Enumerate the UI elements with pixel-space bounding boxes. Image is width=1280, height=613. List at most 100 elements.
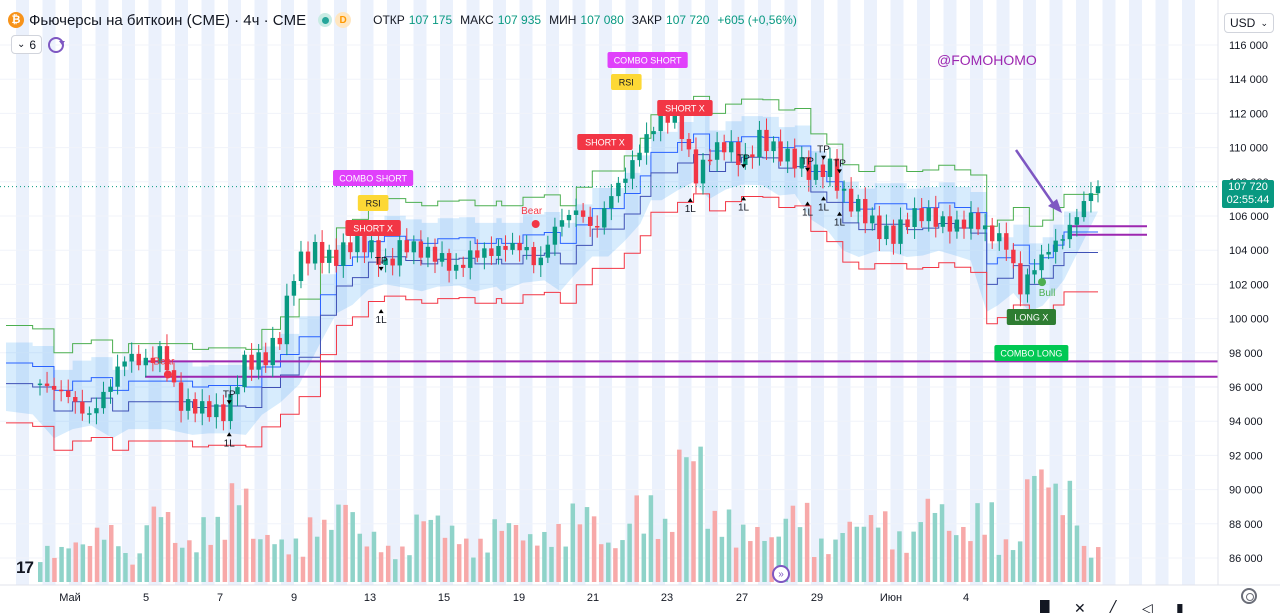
candle-down	[750, 154, 755, 158]
volume-bar	[421, 521, 426, 582]
volume-bar	[194, 552, 199, 582]
candle-down	[961, 219, 967, 229]
volume-bar	[45, 545, 50, 582]
candle-up	[298, 251, 304, 282]
candle-down	[475, 250, 480, 258]
candle-down	[820, 164, 826, 178]
volume-bar	[648, 495, 654, 582]
take-profit-label: TP	[833, 158, 846, 169]
change-value: +605 (+0,56%)	[717, 13, 797, 27]
time-axis-label: 4	[963, 592, 969, 604]
candle-down	[44, 383, 50, 386]
indicators-toggle-button[interactable]: ⌄ 6	[11, 35, 43, 54]
time-axis-label: 19	[513, 592, 525, 604]
currency-select[interactable]: USD ⌄	[1224, 13, 1274, 33]
price-axis-label: 112 000	[1229, 108, 1268, 120]
candle-up	[291, 281, 297, 296]
toolbar-icon[interactable]: ▮	[1176, 600, 1184, 613]
price-axis-label: 96 000	[1229, 382, 1263, 394]
candle-up	[912, 208, 917, 228]
volume-bar	[854, 526, 860, 582]
open-value: 107 175	[408, 13, 453, 27]
volume-bar	[464, 538, 469, 582]
candle-up	[714, 142, 720, 160]
volume-bar	[847, 521, 852, 582]
candle-down	[595, 225, 600, 228]
take-profit-label: TP	[737, 153, 750, 164]
volume-bar	[73, 542, 79, 582]
volume-bar	[378, 552, 384, 582]
price-axis-label: 86 000	[1229, 553, 1263, 565]
candle-up	[397, 240, 402, 266]
toolbar-icon[interactable]: ◁	[1142, 600, 1153, 613]
candle-down	[192, 399, 198, 414]
candle-down	[517, 242, 522, 251]
volume-bar	[1017, 541, 1023, 582]
volume-bar	[59, 546, 64, 582]
session-stripe	[360, 0, 374, 585]
candle-up	[228, 394, 233, 422]
candle-up	[157, 346, 163, 363]
volume-bar	[684, 457, 689, 582]
time-axis-label: 13	[364, 592, 376, 604]
candle-down	[136, 353, 141, 366]
toolbar-icon[interactable]: ▉	[1040, 600, 1051, 613]
candle-down	[736, 142, 741, 166]
volume-bar	[336, 504, 341, 582]
candle-down	[834, 158, 840, 191]
volume-bar	[925, 498, 931, 582]
candle-up	[87, 413, 92, 415]
price-axis[interactable]: 86 000 88 000 90 000 92 000 94 000 96 000 98 0…	[1217, 0, 1269, 585]
volume-bar	[769, 537, 774, 582]
candle-up	[94, 408, 99, 414]
volume-bar	[755, 526, 760, 582]
candlestick-series	[37, 102, 1101, 431]
candle-down	[51, 385, 57, 390]
candle-up	[672, 113, 677, 123]
session-stripe	[387, 0, 400, 585]
time-axis[interactable]: Май 5 7 9 13 15 19 21 23 27 29 Июн 4	[0, 584, 1280, 604]
candle-down	[73, 397, 78, 402]
gear-icon[interactable]	[1241, 588, 1257, 604]
volume-bar	[1096, 547, 1101, 582]
candle-up	[1046, 251, 1051, 255]
volume-bar	[790, 505, 796, 582]
candle-down	[580, 210, 586, 217]
volume-bar	[698, 446, 703, 582]
toolbar-icon[interactable]: ╱	[1108, 600, 1117, 613]
candle-down	[418, 241, 424, 258]
volume-bar	[740, 524, 746, 582]
candle-down	[933, 207, 938, 227]
volume-bar	[890, 549, 895, 582]
session-stripe	[175, 0, 188, 585]
volume-bar	[677, 449, 682, 582]
toolbar-icon[interactable]: ✕	[1074, 600, 1086, 613]
session-stripe	[307, 0, 321, 585]
tradingview-logo[interactable]: 17	[16, 558, 34, 577]
volume-bar	[109, 525, 114, 582]
volume-bar	[762, 540, 767, 582]
signal-rsi-box	[357, 195, 389, 211]
candle-up	[101, 391, 106, 409]
signal-short-box	[345, 220, 401, 236]
candle-down	[305, 251, 311, 264]
symbol-title[interactable]: Фьючерсы на биткоин (CME) · 4ч · CME	[29, 11, 307, 29]
volume-bar	[180, 547, 185, 582]
candle-up	[573, 210, 579, 215]
price-axis-label: 94 000	[1229, 416, 1263, 428]
session-stripe	[864, 0, 877, 585]
signal-marker-label: Bear	[153, 356, 175, 367]
candle-up	[1039, 254, 1044, 271]
currency-label: USD	[1230, 16, 1256, 30]
go-to-realtime-icon[interactable]: »	[772, 565, 790, 583]
refresh-icon[interactable]	[48, 36, 66, 53]
signal-short-label: SHORT X	[585, 138, 625, 148]
volume-bar	[87, 545, 93, 582]
one-l-marker	[378, 309, 384, 314]
volume-bar	[613, 548, 618, 582]
volume-bar	[655, 538, 661, 582]
price-axis-label: 116 000	[1229, 40, 1268, 52]
one-l-marker	[741, 196, 747, 201]
candle-down	[58, 389, 64, 392]
